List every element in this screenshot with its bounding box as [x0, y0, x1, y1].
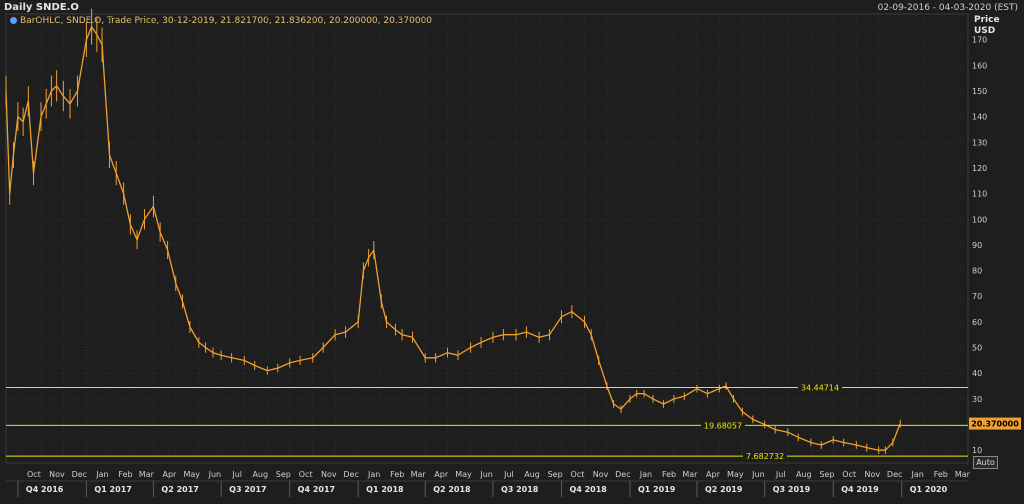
quarter-tick-label: Q3 2017 [229, 485, 266, 494]
last-price-label: 20.370000 [971, 420, 1019, 429]
month-tick-label: Mar [139, 470, 155, 479]
y-tick-label: 10 [972, 446, 982, 455]
month-tick-label: Aug [796, 470, 812, 479]
quarter-tick-label: Q1 2017 [94, 485, 131, 494]
quarter-tick-label: Q3 2019 [773, 485, 811, 494]
month-tick-label: Apr [706, 470, 721, 479]
month-tick-label: Jan [911, 470, 924, 479]
month-tick-label: Dec [72, 470, 87, 479]
month-tick-label: Jul [503, 470, 514, 479]
y-tick-label: 150 [972, 87, 987, 96]
y-tick-label: 80 [972, 267, 982, 276]
quarter-tick-label: Q2 2018 [433, 485, 471, 494]
y-tick-label: 60 [972, 318, 982, 327]
y-axis-label-line1: Price [974, 15, 1000, 25]
month-tick-label: Nov [865, 470, 881, 479]
quarter-tick-label: Q1 2019 [638, 485, 676, 494]
month-tick-label: Dec [887, 470, 902, 479]
horizontal-line-label-bg [798, 382, 842, 393]
date-range-label: 02-09-2016 - 04-03-2020 (EST) [877, 3, 1018, 13]
month-tick-label: Mar [411, 470, 427, 479]
month-tick-label: Jun [479, 470, 493, 479]
month-tick-label: Jul [775, 470, 786, 479]
month-tick-label: May [183, 470, 200, 479]
horizontal-line-label-bg [743, 451, 787, 462]
month-tick-label: May [727, 470, 744, 479]
plot-frame [5, 13, 969, 464]
month-tick-label: Oct [842, 470, 856, 479]
y-tick-label: 100 [972, 215, 987, 224]
month-tick-label: Jan [639, 470, 652, 479]
y-tick-label: 170 [972, 36, 987, 45]
horizontal-line-label: 19.68057 [704, 421, 742, 430]
month-tick-label: Feb [118, 470, 132, 479]
y-tick-label: 110 [972, 190, 987, 199]
quarter-tick-label: Q2 2019 [705, 485, 743, 494]
month-tick-label: Feb [390, 470, 404, 479]
y-tick-label: 40 [972, 369, 982, 378]
y-axis-label: Price USD [974, 15, 1000, 37]
month-tick-label: Jan [367, 470, 380, 479]
month-tick-label: Feb [934, 470, 948, 479]
month-tick-label: Mar [955, 470, 971, 479]
month-tick-label: Feb [662, 470, 676, 479]
y-axis-label-line2: USD [974, 26, 996, 36]
month-tick-label: Nov [49, 470, 65, 479]
month-tick-label: Sep [276, 470, 291, 479]
month-tick-label: Dec [343, 470, 358, 479]
quarter-tick-label: Q1 2020 [910, 485, 948, 494]
quarter-tick-label: Q4 2018 [569, 485, 607, 494]
month-tick-label: Sep [548, 470, 563, 479]
month-tick-label: Dec [615, 470, 630, 479]
month-tick-label: Aug [524, 470, 540, 479]
month-tick-label: Apr [163, 470, 178, 479]
quarter-tick-label: Q3 2018 [501, 485, 539, 494]
quarter-tick-label: Q4 2019 [841, 485, 879, 494]
legend-text: BarOHLC, SNDE.O, Trade Price, 30-12-2019… [20, 16, 433, 26]
horizontal-line-label: 7.682732 [746, 452, 784, 461]
series-color-dot-icon [10, 17, 17, 24]
month-tick-label: Apr [434, 470, 449, 479]
month-tick-label: Oct [27, 470, 41, 479]
quarter-tick-label: Q4 2016 [26, 485, 64, 494]
horizontal-line-label-bg [701, 420, 745, 431]
month-tick-label: Sep [819, 470, 834, 479]
y-tick-label: 90 [972, 241, 982, 250]
month-tick-label: Nov [593, 470, 609, 479]
month-tick-label: Jun [751, 470, 765, 479]
month-tick-label: Aug [252, 470, 268, 479]
quarter-tick-label: Q4 2017 [298, 485, 335, 494]
quarter-tick-label: Q1 2018 [366, 485, 404, 494]
y-tick-label: 140 [972, 113, 987, 122]
auto-scale-button[interactable]: Auto [973, 456, 998, 469]
month-tick-label: Jul [231, 470, 242, 479]
last-price-box [969, 417, 1021, 430]
month-tick-label: Oct [571, 470, 585, 479]
y-tick-label: 50 [972, 344, 982, 353]
y-tick-label: 30 [972, 395, 982, 404]
month-tick-label: Nov [321, 470, 337, 479]
month-tick-label: May [455, 470, 472, 479]
quarter-tick-label: Q2 2017 [161, 485, 198, 494]
month-tick-label: Jun [208, 470, 222, 479]
series-legend[interactable]: BarOHLC, SNDE.O, Trade Price, 30-12-2019… [10, 16, 432, 26]
horizontal-line-label: 34.44714 [801, 383, 839, 392]
y-tick-label: 160 [972, 61, 987, 70]
y-tick-label: 130 [972, 138, 987, 147]
month-tick-label: Mar [682, 470, 698, 479]
chart-title: Daily SNDE.O [4, 2, 79, 13]
y-tick-label: 70 [972, 292, 982, 301]
month-tick-label: Jan [95, 470, 108, 479]
month-tick-label: Oct [299, 470, 313, 479]
price-series-line [5, 26, 901, 451]
y-tick-label: 120 [972, 164, 987, 173]
